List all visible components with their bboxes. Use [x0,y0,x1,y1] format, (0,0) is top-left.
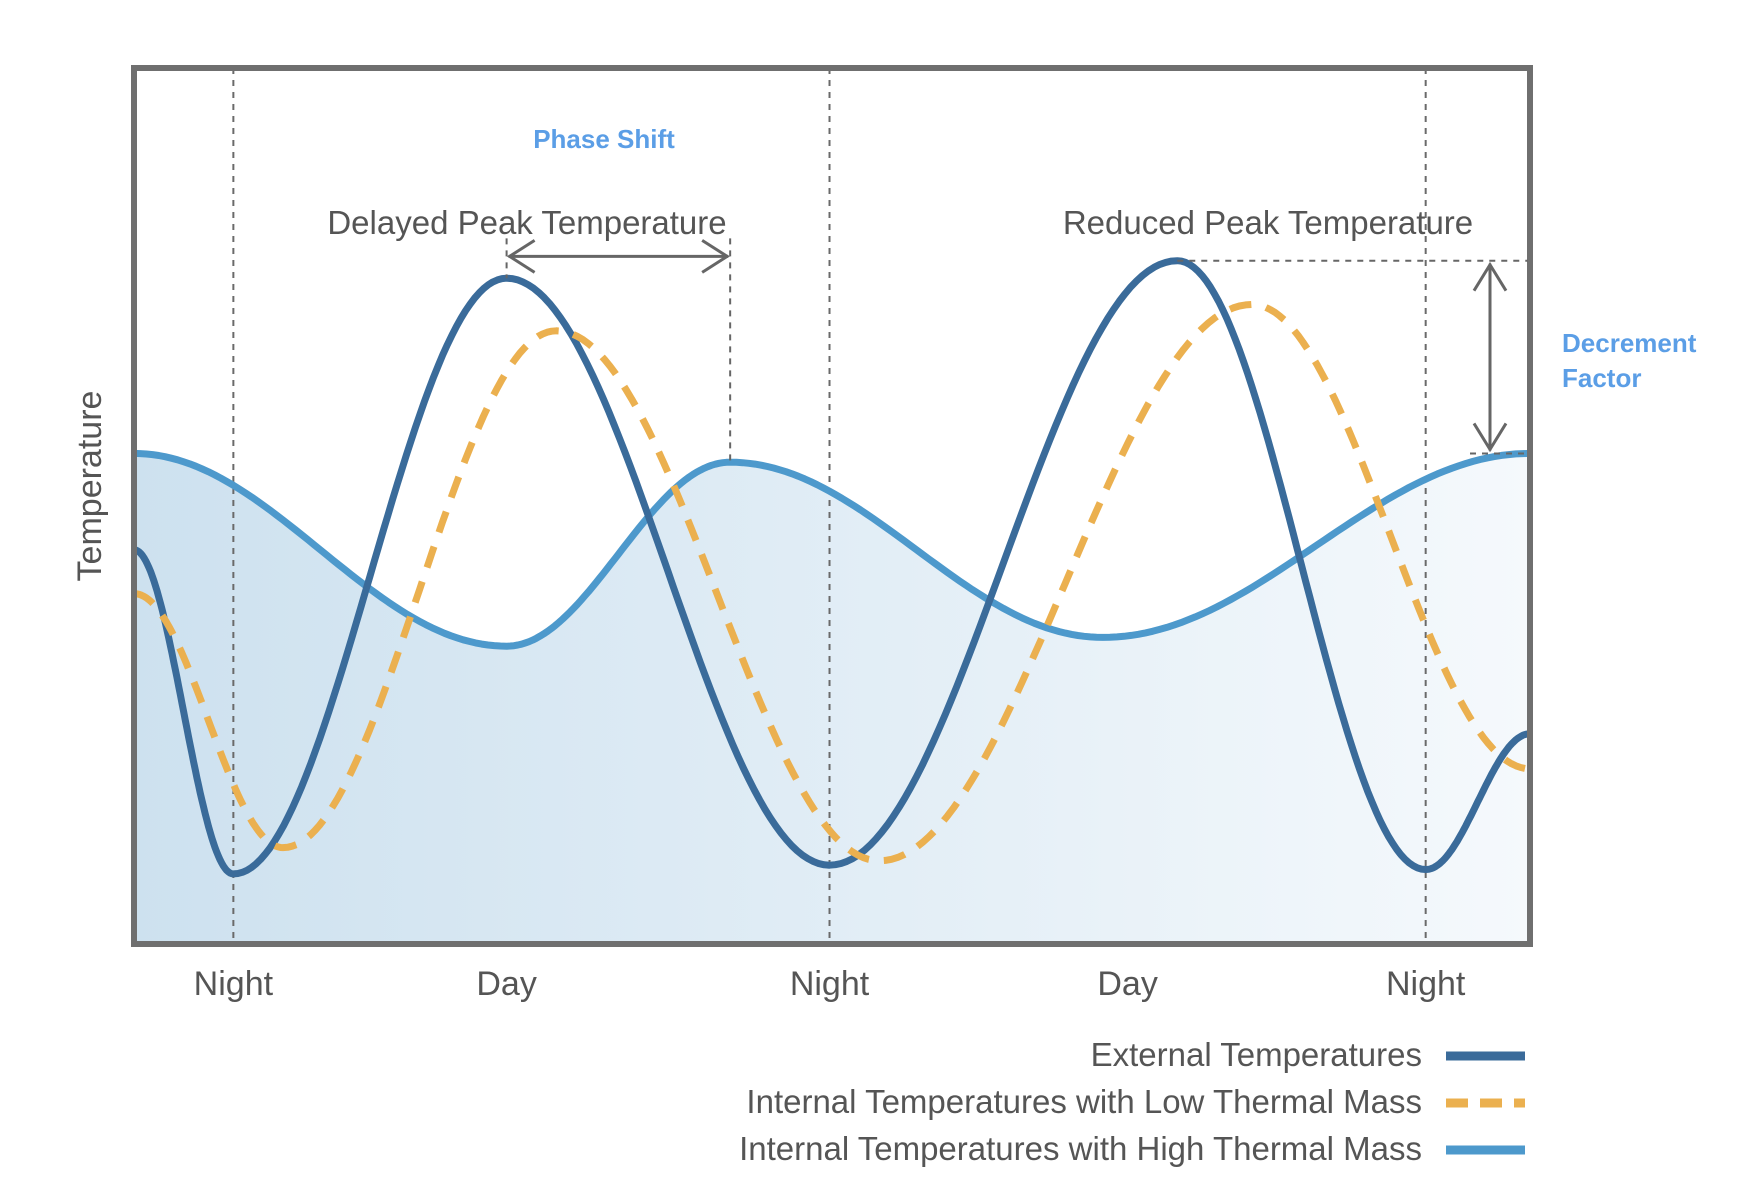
high-mass-area-fill [134,453,1530,944]
series-line-low-mass [134,301,1530,865]
y-axis-title: Temperature [71,391,109,582]
x-tick-label-2: Night [790,965,870,1003]
legend: External Temperatures Internal Temperatu… [739,1036,1525,1167]
x-tick-labels: Night Day Night Day Night [194,965,1466,1003]
x-tick-label-1: Day [476,965,536,1003]
x-tick-label-0: Night [194,965,274,1003]
decrement-arrowhead-bottom [1472,422,1508,453]
decrement-label-line2: Factor [1562,363,1641,393]
plot-clip-group [134,68,1530,944]
series-line-external [134,257,1530,878]
decrement-label-line1: Decrement [1562,328,1697,358]
decrement-arrowhead-top [1472,261,1508,292]
series-line-high-mass [134,449,1530,650]
delayed-peak-label: Delayed Peak Temperature [327,204,726,241]
legend-label-low-mass: Internal Temperatures with Low Thermal M… [746,1083,1422,1120]
legend-label-high-mass: Internal Temperatures with High Thermal … [739,1130,1422,1167]
phase-shift-arrowhead-left [506,239,536,274]
annotation-arrows [505,238,1528,463]
x-tick-label-4: Night [1386,965,1466,1003]
plot-frame [131,65,1533,947]
x-tick-label-3: Day [1097,965,1157,1003]
plot-area [134,68,1530,944]
reduced-peak-label: Reduced Peak Temperature [1063,204,1473,241]
phase-shift-arrowhead-right [701,239,730,274]
phase-shift-label: Phase Shift [533,124,675,154]
legend-label-external: External Temperatures [1091,1036,1422,1073]
